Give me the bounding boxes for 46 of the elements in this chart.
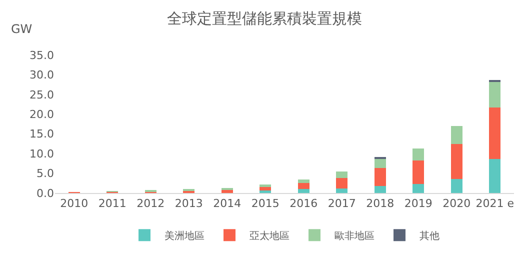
y-tick-label: 15.0 — [30, 128, 54, 141]
y-tick-label: 0.0 — [36, 186, 54, 200]
chart-title: 全球定置型儲能累積裝置規模 — [167, 10, 362, 28]
bar — [374, 158, 386, 168]
bar — [412, 160, 424, 184]
bar — [336, 178, 348, 189]
bar — [374, 186, 386, 193]
y-tick-label: 30.0 — [30, 68, 54, 82]
y-axis-title: GW — [11, 22, 32, 36]
x-tick-label: 2014 — [213, 197, 242, 210]
bar — [336, 171, 348, 178]
bar — [412, 184, 424, 193]
y-tick-label: 25.0 — [30, 88, 54, 102]
y-tick-label: 5.0 — [36, 167, 54, 180]
bar — [412, 148, 424, 161]
y-tick-label: 20.0 — [30, 108, 54, 121]
bar — [260, 187, 272, 191]
legend-label: 亞太地區 — [250, 230, 290, 242]
x-tick-label: 2021 e — [476, 197, 514, 210]
x-tick-label: 2019 — [404, 197, 432, 210]
y-tick-label: 35.0 — [30, 48, 54, 62]
x-tick-label: 2010 — [60, 197, 88, 210]
bar — [336, 188, 348, 193]
x-tick-label: 2017 — [328, 197, 356, 210]
bar — [298, 183, 310, 190]
bar — [374, 168, 386, 186]
bar — [489, 107, 501, 160]
bar — [298, 180, 310, 184]
x-tick-label: 2015 — [251, 197, 280, 210]
x-tick-label: 2020 — [442, 197, 471, 210]
bar — [450, 126, 462, 144]
bar — [298, 189, 310, 193]
bar — [489, 81, 501, 108]
x-tick-label: 2013 — [174, 197, 203, 210]
bar — [489, 159, 501, 193]
bar — [450, 178, 462, 193]
x-tick-label: 2012 — [136, 197, 165, 210]
bar — [260, 184, 272, 188]
x-tick-label: 2011 — [98, 197, 126, 210]
legend-label: 歐非地區 — [334, 230, 374, 242]
x-tick-label: 2016 — [290, 197, 318, 210]
x-tick-label: 2018 — [366, 197, 394, 210]
legend-label: 其他 — [420, 230, 440, 242]
y-tick-label: 10.0 — [30, 147, 54, 160]
bar — [450, 144, 462, 179]
legend-label: 美洲地區 — [164, 230, 204, 242]
